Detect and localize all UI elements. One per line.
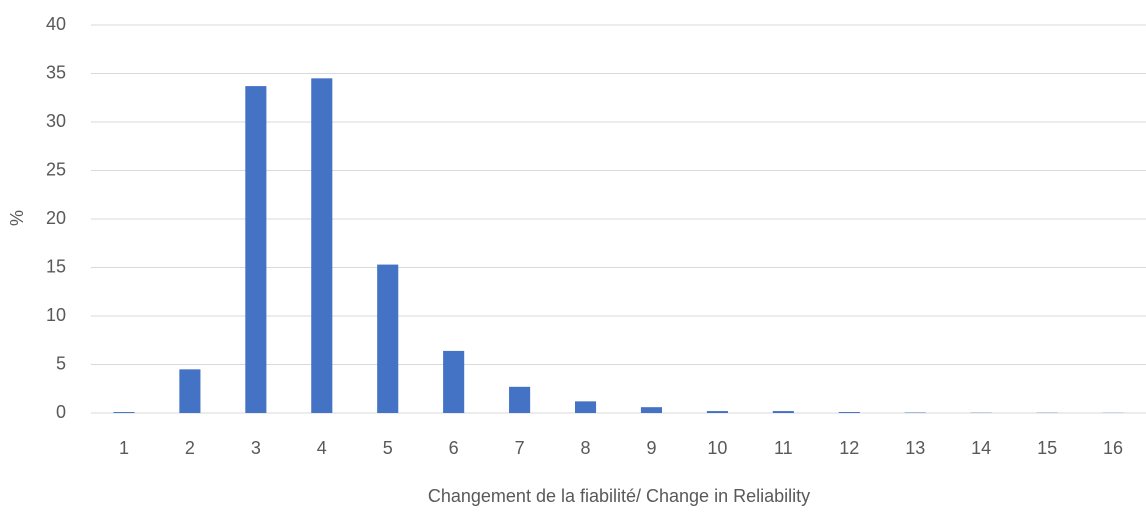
x-tick-label: 13	[905, 438, 925, 458]
x-tick-label: 9	[646, 438, 656, 458]
x-tick-label: 15	[1037, 438, 1057, 458]
bar	[245, 86, 267, 414]
x-tick-label: 5	[383, 438, 393, 458]
x-tick-label: 10	[707, 438, 727, 458]
bar	[640, 407, 663, 413]
x-tick-label: 16	[1103, 438, 1123, 458]
bar	[574, 401, 597, 413]
y-tick-label: 30	[46, 111, 66, 131]
y-tick-label: 25	[46, 159, 66, 179]
y-tick-label: 0	[56, 402, 66, 422]
bar	[311, 78, 333, 413]
x-axis-label: Changement de la fiabilité/ Change in Re…	[428, 486, 810, 506]
bar	[113, 412, 135, 413]
bar	[706, 411, 728, 413]
bar	[443, 350, 465, 413]
x-tick-label: 6	[449, 438, 459, 458]
y-tick-label: 20	[46, 208, 66, 228]
x-tick-label: 12	[839, 438, 859, 458]
y-tick-label: 35	[46, 62, 66, 82]
y-tick-label: 10	[46, 305, 66, 325]
x-tick-label: 11	[774, 438, 793, 458]
bar	[179, 369, 201, 413]
bar	[377, 264, 399, 413]
x-tick-label: 7	[515, 438, 525, 458]
y-tick-label: 5	[56, 353, 66, 373]
y-tick-label: 15	[46, 256, 66, 276]
x-tick-label: 1	[119, 438, 129, 458]
y-axis-label: %	[7, 210, 27, 226]
y-tick-label: 40	[46, 14, 66, 34]
x-tick-label: 4	[317, 438, 327, 458]
bar	[838, 412, 860, 413]
x-tick-label: 8	[581, 438, 591, 458]
bar	[772, 411, 794, 413]
x-tick-label: 3	[251, 438, 261, 458]
x-tick-label: 14	[971, 438, 991, 458]
bar	[509, 386, 531, 413]
x-tick-label: 2	[185, 438, 195, 458]
